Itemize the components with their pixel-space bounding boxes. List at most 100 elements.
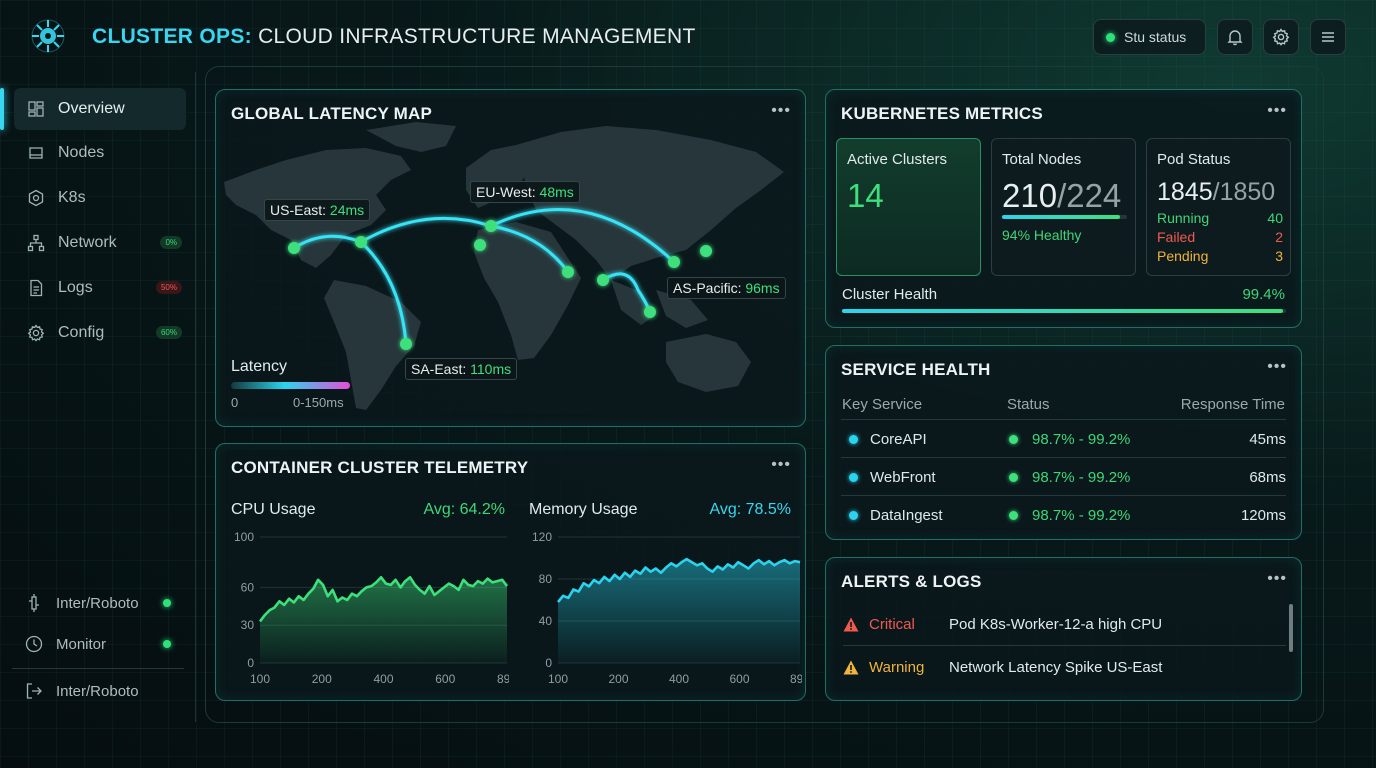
service-health-panel: SERVICE HEALTH ••• Key Service Status Re… [825, 345, 1302, 540]
active-clusters-label: Active Clusters [847, 151, 948, 168]
region-label-eu-west[interactable]: EU-West: 48ms [470, 181, 580, 203]
pod-running-row: Running 40 [1157, 210, 1283, 229]
region-label-sa-east[interactable]: SA-East: 110ms [405, 358, 518, 380]
pod-status-breakdown: Running 40 Failed 2 Pending 3 [1157, 210, 1283, 267]
more-options-icon[interactable]: ••• [1267, 570, 1287, 587]
memory-x-tick: 200 [608, 672, 628, 686]
app-brand: CLUSTER OPS: [92, 25, 252, 48]
sidebar-divider [12, 668, 184, 669]
warning-icon [843, 660, 859, 675]
sidebar-item-nodes[interactable]: Nodes [14, 132, 186, 174]
memory-x-tick: 890 [790, 672, 802, 686]
plugin-status-dot [163, 599, 171, 607]
point-as-pacific [668, 256, 680, 268]
pod-total: /1850 [1212, 178, 1276, 206]
point-west-us [288, 242, 300, 254]
cpu-x-tick: 100 [250, 672, 270, 686]
menu-button[interactable] [1310, 19, 1346, 55]
notifications-button[interactable] [1217, 19, 1253, 55]
arc-euwest-mideast [490, 224, 570, 273]
region-name: US-East: [270, 202, 327, 218]
total-nodes-value: 210/224 [1002, 177, 1121, 215]
cpu-y-tick: 30 [241, 618, 255, 632]
sidebar-item-label: Network [58, 234, 117, 251]
service-status: 98.7% - 99.2% [1032, 431, 1131, 448]
sidebar-footer-plugin[interactable]: Inter/Roboto [24, 594, 171, 612]
region-label-as-pacific[interactable]: AS-Pacific: 96ms [667, 277, 786, 299]
pod-failed-label: Failed [1157, 229, 1196, 245]
more-options-icon[interactable]: ••• [771, 456, 791, 473]
alerts-scrollbar[interactable] [1289, 604, 1293, 652]
table-row[interactable]: CoreAPI 98.7% - 99.2% 45ms [841, 419, 1286, 457]
latency-legend-title: Latency [231, 358, 288, 375]
alert-row-warning[interactable]: Warning Network Latency Spike US-East [843, 659, 1162, 676]
pod-failed-value: 2 [1275, 229, 1283, 245]
region-name: EU-West: [476, 184, 536, 200]
sidebar-item-config[interactable]: Config 60% [14, 312, 186, 354]
sidebar-item-k8s[interactable]: K8s [14, 177, 186, 219]
active-clusters-value: 14 [847, 177, 884, 214]
memory-chart-title: Memory Usage [529, 501, 638, 518]
region-latency: 24ms [329, 202, 365, 218]
table-row[interactable]: WebFront 98.7% - 99.2% 68ms [841, 457, 1286, 495]
status-dot [1009, 431, 1018, 448]
cpu-y-tick: 100 [234, 530, 254, 544]
nodes-health-track [1002, 215, 1127, 219]
sidebar-item-network[interactable]: Network 0% [14, 222, 186, 264]
cluster-health-fill [842, 309, 1284, 313]
region-label-us-east[interactable]: US-East: 24ms [264, 199, 371, 221]
active-nav-indicator [0, 88, 4, 130]
critical-warning-icon [843, 617, 859, 632]
memory-y-tick: 120 [532, 530, 552, 544]
sidebar-item-overview[interactable]: Overview [14, 88, 186, 130]
logout-icon [24, 682, 44, 700]
total-nodes-card[interactable]: Total Nodes 210/224 94% Healthy [991, 138, 1136, 276]
nodes-healthy-text: 94% Healthy [1002, 227, 1082, 243]
response-time: 120ms [1240, 507, 1286, 524]
pod-status-value: 1845/1850 [1157, 178, 1275, 207]
latency-arcs [293, 208, 676, 345]
cpu-x-tick: 890 [497, 672, 509, 686]
status-button[interactable]: Stu status [1093, 19, 1206, 55]
latency-legend-max: 0-150ms [293, 395, 344, 410]
pod-status-label: Pod Status [1157, 151, 1231, 168]
memory-y-tick: 40 [539, 614, 553, 628]
region-latency: 110ms [470, 361, 512, 377]
sidebar-footer-monitor[interactable]: Monitor [24, 635, 171, 653]
point-middle-east [562, 266, 574, 278]
memory-y-tick: 80 [539, 572, 553, 586]
gear-icon [1272, 28, 1290, 46]
pod-status-card[interactable]: Pod Status 1845/1850 Running 40 Failed 2 P… [1146, 138, 1291, 276]
memory-usage-chart: 12080400100200400600890 [532, 530, 802, 686]
total-nodes-label: Total Nodes [1002, 151, 1082, 168]
cpu-usage-chart: 100 60 30 0 100 200 400 600 890 [234, 530, 509, 686]
more-options-icon[interactable]: ••• [1267, 102, 1287, 119]
kubernetes-metrics-panel: KUBERNETES METRICS ••• Active Clusters 1… [825, 89, 1302, 328]
sidebar-footer-logout[interactable]: Inter/Roboto [24, 682, 139, 700]
point-southeast-asia [644, 306, 656, 318]
telemetry-panel: CONTAINER CLUSTER TELEMETRY ••• CPU Usag… [215, 443, 806, 701]
more-options-icon[interactable]: ••• [1267, 358, 1287, 375]
active-clusters-card[interactable]: Active Clusters 14 [836, 138, 981, 276]
point-eu-west-a [474, 239, 486, 251]
sidebar-item-logs[interactable]: Logs 50% [14, 267, 186, 309]
column-header-response: Response Time [1180, 396, 1285, 413]
cluster-health-value: 99.4% [1242, 286, 1285, 303]
column-header-status: Status [1007, 396, 1050, 413]
cluster-health-label: Cluster Health [842, 286, 938, 303]
service-name: DataIngest [870, 507, 943, 524]
pod-pending-label: Pending [1157, 248, 1209, 264]
table-row[interactable]: DataIngest 98.7% - 99.2% 120ms [841, 495, 1286, 533]
panel-title: GLOBAL LATENCY MAP [231, 104, 432, 123]
settings-button[interactable] [1263, 19, 1299, 55]
nodes-health-fill [1002, 215, 1120, 219]
app-title: CLUSTER OPS: CLOUD INFRASTRUCTURE MANAGE… [92, 25, 696, 49]
sidebar: Overview Nodes K8s Network 0% Logs 50% C… [0, 72, 196, 722]
more-options-icon[interactable]: ••• [771, 102, 791, 119]
arc-euwest-aspacific [490, 208, 676, 264]
alert-divider [843, 645, 1286, 646]
sidebar-footer-label: Inter/Roboto [56, 682, 139, 700]
pod-failed-row: Failed 2 [1157, 229, 1283, 248]
network-badge: 0% [160, 236, 182, 249]
alert-row-critical[interactable]: Critical Pod K8s-Worker-12-a high CPU [843, 616, 1162, 633]
